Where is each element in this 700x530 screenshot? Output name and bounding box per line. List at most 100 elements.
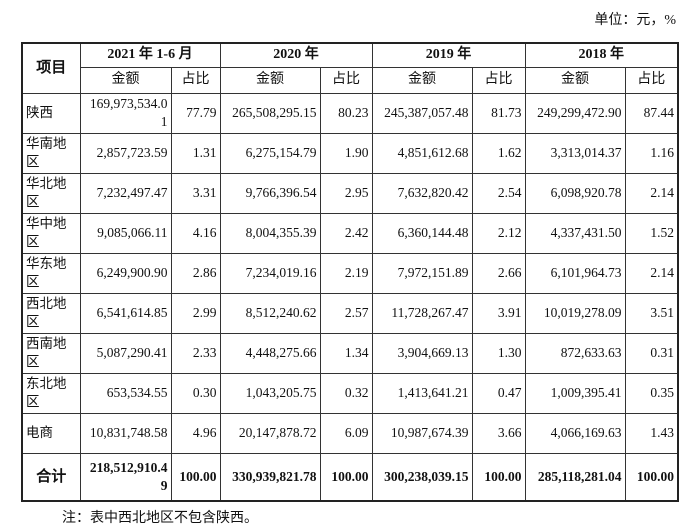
row-label: 西南地区 <box>21 332 81 374</box>
share-cell: 2.99 <box>170 292 221 334</box>
regional-revenue-table: 项目 2021 年 1-6 月 2020 年 2019 年 2018 年 金额占… <box>21 42 679 502</box>
share-cell: 81.73 <box>471 92 526 134</box>
amount-cell: 285,118,281.04 <box>524 452 626 502</box>
amount-cell: 6,275,154.79 <box>219 132 321 174</box>
amount-cell: 330,939,821.78 <box>219 452 321 502</box>
row-label: 东北地区 <box>21 372 81 414</box>
table-row: 西北地区 6,541,614.85 2.99 8,512,240.62 2.57 11,7… <box>21 292 679 334</box>
amount-cell: 9,766,396.54 <box>219 172 321 214</box>
share-cell: 2.86 <box>170 252 221 294</box>
period-header: 2021 年 1-6 月 <box>79 42 221 68</box>
share-cell: 1.34 <box>319 332 373 374</box>
share-cell: 77.79 <box>170 92 221 134</box>
share-cell: 2.42 <box>319 212 373 254</box>
amount-header: 金额 <box>371 66 473 94</box>
table-row: 华中地区 9,085,066.11 4.16 8,004,355.39 2.42 6,36… <box>21 212 679 254</box>
share-cell: 2.66 <box>471 252 526 294</box>
amount-cell: 7,234,019.16 <box>219 252 321 294</box>
table-row: 西南地区 5,087,290.41 2.33 4,448,275.66 1.34 3,90… <box>21 332 679 374</box>
share-cell: 3.91 <box>471 292 526 334</box>
amount-header: 金额 <box>524 66 626 94</box>
row-label: 华北地区 <box>21 172 81 214</box>
share-cell: 0.31 <box>624 332 679 374</box>
amount-cell: 245,387,057.48 <box>371 92 473 134</box>
share-cell: 1.31 <box>170 132 221 174</box>
amount-cell: 169,973,534.01 <box>79 92 172 134</box>
period-header: 2019 年 <box>371 42 526 68</box>
period-header: 2020 年 <box>219 42 373 68</box>
share-cell: 100.00 <box>624 452 679 502</box>
share-cell: 80.23 <box>319 92 373 134</box>
share-cell: 2.14 <box>624 252 679 294</box>
table-row: 华北地区 7,232,497.47 3.31 9,766,396.54 2.95 7,63… <box>21 172 679 214</box>
share-cell: 2.14 <box>624 172 679 214</box>
share-cell: 100.00 <box>319 452 373 502</box>
amount-cell: 249,299,472.90 <box>524 92 626 134</box>
share-cell: 0.32 <box>319 372 373 414</box>
total-row: 合计 218,512,910.49 100.00 330,939,821.78 100.… <box>21 452 679 502</box>
unit-label: 单位：元，% <box>594 13 676 28</box>
amount-cell: 3,313,014.37 <box>524 132 626 174</box>
share-header: 占比 <box>624 66 679 94</box>
row-label: 合计 <box>21 452 81 502</box>
amount-cell: 3,904,669.13 <box>371 332 473 374</box>
amount-cell: 218,512,910.49 <box>79 452 172 502</box>
share-header: 占比 <box>319 66 373 94</box>
share-cell: 0.30 <box>170 372 221 414</box>
item-header: 项目 <box>21 42 81 94</box>
share-cell: 2.95 <box>319 172 373 214</box>
amount-cell: 1,413,641.21 <box>371 372 473 414</box>
amount-cell: 1,043,205.75 <box>219 372 321 414</box>
share-cell: 3.31 <box>170 172 221 214</box>
share-cell: 2.33 <box>170 332 221 374</box>
period-header: 2018 年 <box>524 42 679 68</box>
share-header: 占比 <box>471 66 526 94</box>
amount-cell: 1,009,395.41 <box>524 372 626 414</box>
amount-cell: 20,147,878.72 <box>219 412 321 454</box>
amount-cell: 11,728,267.47 <box>371 292 473 334</box>
row-label: 华南地区 <box>21 132 81 174</box>
share-cell: 3.51 <box>624 292 679 334</box>
share-cell: 4.96 <box>170 412 221 454</box>
amount-header: 金额 <box>219 66 321 94</box>
share-cell: 0.47 <box>471 372 526 414</box>
amount-cell: 6,098,920.78 <box>524 172 626 214</box>
amount-cell: 872,633.63 <box>524 332 626 374</box>
share-cell: 6.09 <box>319 412 373 454</box>
table-row: 华南地区 2,857,723.59 1.31 6,275,154.79 1.90 4,85… <box>21 132 679 174</box>
table-row: 陕西 169,973,534.01 77.79 265,508,295.15 80.23… <box>21 92 679 134</box>
amount-cell: 6,249,900.90 <box>79 252 172 294</box>
amount-cell: 8,512,240.62 <box>219 292 321 334</box>
amount-cell: 10,831,748.58 <box>79 412 172 454</box>
amount-cell: 8,004,355.39 <box>219 212 321 254</box>
amount-cell: 4,066,169.63 <box>524 412 626 454</box>
share-cell: 3.66 <box>471 412 526 454</box>
amount-cell: 9,085,066.11 <box>79 212 172 254</box>
amount-cell: 265,508,295.15 <box>219 92 321 134</box>
share-cell: 4.16 <box>170 212 221 254</box>
table-row: 华东地区 6,249,900.90 2.86 7,234,019.16 2.19 7,97… <box>21 252 679 294</box>
share-cell: 2.12 <box>471 212 526 254</box>
table-row: 东北地区 653,534.55 0.30 1,043,205.75 0.32 1,413,… <box>21 372 679 414</box>
amount-cell: 6,101,964.73 <box>524 252 626 294</box>
amount-cell: 653,534.55 <box>79 372 172 414</box>
amount-cell: 6,360,144.48 <box>371 212 473 254</box>
row-label: 华中地区 <box>21 212 81 254</box>
share-cell: 2.54 <box>471 172 526 214</box>
amount-cell: 2,857,723.59 <box>79 132 172 174</box>
share-cell: 1.30 <box>471 332 526 374</box>
amount-cell: 6,541,614.85 <box>79 292 172 334</box>
amount-cell: 7,232,497.47 <box>79 172 172 214</box>
row-label: 电商 <box>21 412 81 454</box>
share-cell: 2.57 <box>319 292 373 334</box>
table-row: 电商 10,831,748.58 4.96 20,147,878.72 6.09 10,9… <box>21 412 679 454</box>
share-cell: 87.44 <box>624 92 679 134</box>
amount-cell: 7,632,820.42 <box>371 172 473 214</box>
amount-cell: 4,337,431.50 <box>524 212 626 254</box>
share-cell: 100.00 <box>471 452 526 502</box>
share-cell: 1.62 <box>471 132 526 174</box>
row-label: 陕西 <box>21 92 81 134</box>
share-cell: 1.52 <box>624 212 679 254</box>
row-label: 西北地区 <box>21 292 81 334</box>
share-cell: 1.90 <box>319 132 373 174</box>
